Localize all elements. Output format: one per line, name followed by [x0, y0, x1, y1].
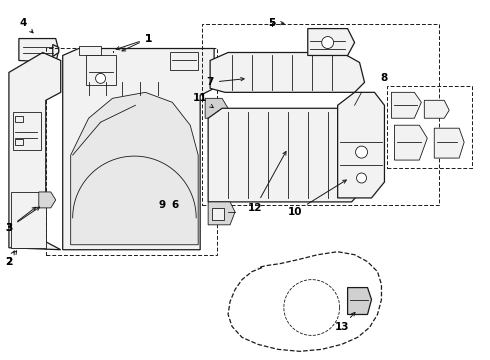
Text: 8: 8 — [381, 73, 388, 84]
Polygon shape — [171, 53, 198, 71]
Bar — [202, 24, 439, 205]
Polygon shape — [9, 53, 61, 250]
Polygon shape — [308, 28, 355, 55]
Polygon shape — [86, 55, 116, 85]
Text: 3: 3 — [5, 207, 36, 233]
Polygon shape — [208, 202, 235, 225]
Text: 6: 6 — [172, 200, 179, 210]
Polygon shape — [434, 128, 464, 158]
Text: 5: 5 — [268, 18, 284, 28]
Polygon shape — [392, 92, 421, 118]
Polygon shape — [63, 49, 214, 250]
Polygon shape — [338, 92, 385, 198]
Text: 10: 10 — [288, 180, 346, 217]
Polygon shape — [347, 288, 371, 315]
Text: 9: 9 — [159, 200, 166, 210]
Polygon shape — [78, 45, 100, 55]
Circle shape — [357, 173, 367, 183]
Text: 7: 7 — [206, 77, 244, 87]
Polygon shape — [39, 192, 56, 208]
Polygon shape — [71, 92, 198, 245]
Text: 12: 12 — [248, 152, 286, 213]
Text: 2: 2 — [5, 251, 14, 267]
Polygon shape — [53, 45, 59, 57]
Polygon shape — [19, 39, 59, 62]
Text: 2: 2 — [5, 251, 17, 267]
Text: 1: 1 — [116, 33, 152, 50]
Polygon shape — [210, 53, 365, 92]
Bar — [15, 139, 23, 145]
Text: 5: 5 — [268, 18, 275, 28]
Polygon shape — [205, 98, 228, 118]
Circle shape — [322, 37, 334, 49]
Bar — [46, 48, 217, 255]
Circle shape — [356, 146, 368, 158]
Text: 4: 4 — [19, 18, 33, 33]
Polygon shape — [424, 100, 449, 118]
Bar — [13, 112, 41, 150]
Text: 1: 1 — [122, 33, 152, 51]
Bar — [212, 208, 224, 220]
Circle shape — [96, 73, 105, 84]
Text: 11: 11 — [193, 93, 213, 108]
Polygon shape — [394, 125, 427, 160]
Text: 3: 3 — [5, 207, 40, 233]
Bar — [15, 116, 23, 122]
Polygon shape — [208, 108, 365, 202]
Polygon shape — [11, 192, 46, 248]
Text: 13: 13 — [334, 312, 355, 332]
Bar — [388, 86, 472, 168]
